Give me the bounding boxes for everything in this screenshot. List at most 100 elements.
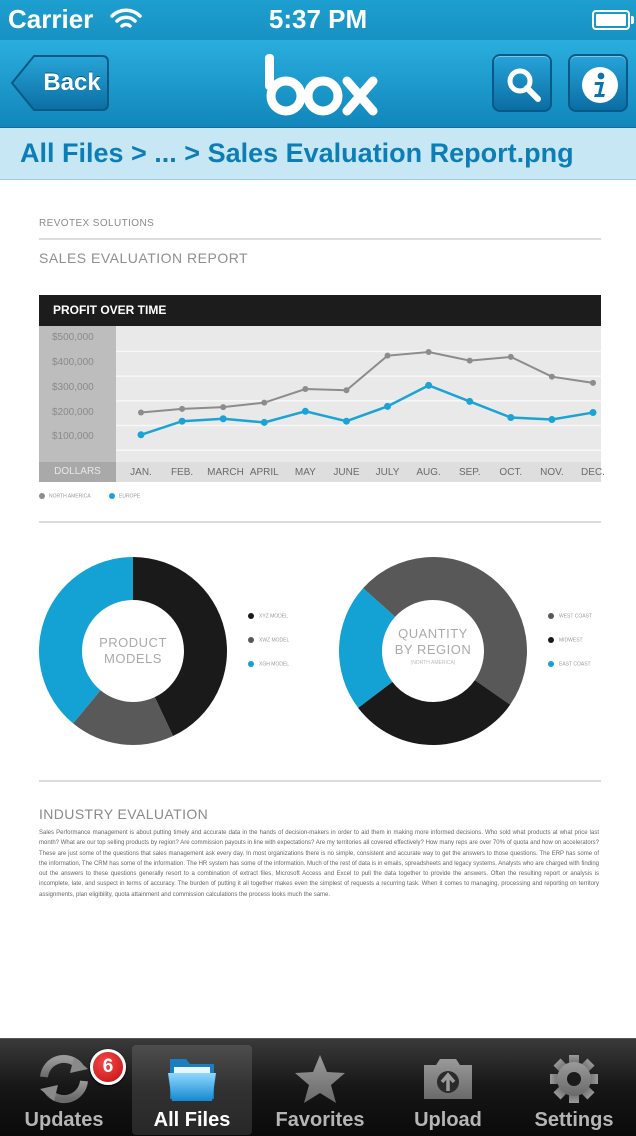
tab-upload[interactable]: Upload (388, 1045, 508, 1135)
donut2-sublabel: (NORTH AMERICA) (410, 660, 456, 666)
divider (39, 521, 601, 523)
donut-slice-1 (358, 680, 511, 745)
data-point (343, 387, 350, 394)
gear-icon (550, 1055, 598, 1103)
legend-swatch (548, 661, 554, 667)
clock: 5:37 PM (268, 4, 368, 34)
product-models-donut (39, 557, 227, 745)
legend-label: NORTH AMERICA (49, 493, 91, 500)
data-point (507, 413, 515, 421)
chart-title: PROFIT OVER TIME (53, 303, 167, 317)
legend-item: NORTH AMERICA (39, 493, 91, 499)
tab-favorites[interactable]: Favorites (260, 1045, 380, 1135)
data-point (507, 353, 514, 360)
x-tick-label: APRIL (249, 467, 279, 478)
data-point (261, 399, 268, 406)
data-point (178, 417, 186, 425)
camera-upload-icon (424, 1059, 472, 1099)
data-point (301, 407, 309, 415)
wifi-icon (110, 6, 142, 37)
legend-label: XYZ MODEL (259, 613, 288, 620)
industry-title: INDUSTRY EVALUATION (39, 806, 209, 822)
tab-all-files-label: All Files (153, 1109, 231, 1131)
data-point (589, 409, 597, 417)
data-point (466, 397, 474, 405)
donut1-label-line1: PRODUCT (99, 635, 167, 650)
x-tick-label: SEP. (458, 467, 481, 478)
x-tick-label: FEB. (170, 467, 194, 478)
data-point (219, 415, 227, 423)
breadcrumb-path[interactable]: All Files > ... > Sales Evaluation Repor… (20, 138, 574, 168)
data-point (548, 373, 555, 380)
quantity-by-region-donut (339, 557, 527, 745)
donut1-label-line2: MODELS (104, 651, 162, 666)
donut-legend-item: XWZ MODEL (248, 637, 289, 643)
x-tick-label: NOV. (540, 467, 564, 478)
donut-legend-item: EAST COAST (548, 661, 591, 667)
x-tick-label: AUG. (416, 467, 441, 478)
donut-legend-item: XYZ MODEL (248, 613, 288, 619)
tab-settings[interactable]: Settings (514, 1045, 634, 1135)
y-tick-label: $100,000 (52, 431, 94, 443)
donut2-label-line1: QUANTITY (398, 626, 468, 641)
data-point (425, 348, 432, 355)
x-tick-label: DEC. (581, 467, 605, 478)
y-tick-label: $300,000 (52, 381, 94, 393)
donut-slice-0 (363, 557, 527, 705)
data-point (302, 386, 309, 393)
donut1-label: PRODUCT MODELS (58, 635, 208, 667)
document-preview[interactable]: REVOTEX SOLUTIONS SALES EVALUATION REPOR… (0, 180, 636, 1038)
y-tick-label: $500,000 (52, 332, 94, 344)
star-icon (295, 1055, 345, 1103)
profit-line-chart: DOLLARS $500,000 $400,000 $300,000 $200,000… (39, 326, 605, 482)
series-line-1 (140, 383, 594, 436)
sync-icon (40, 1054, 88, 1104)
donut2-label-line2: BY REGION (394, 642, 472, 657)
legend-item: EUROPE (109, 493, 140, 499)
data-point (466, 357, 473, 364)
company-name: REVOTEX SOLUTIONS (39, 218, 155, 229)
x-tick-label: MAY (294, 467, 316, 478)
series-line-0 (140, 350, 594, 414)
status-bar: Carrier 5:37 PM (0, 0, 636, 40)
info-icon (582, 67, 618, 103)
donut-slice-1 (73, 690, 174, 745)
report-title: SALES EVALUATION REPORT (39, 250, 249, 266)
x-tick-label: JULY (375, 467, 400, 478)
box-logo-graphic (265, 54, 378, 116)
y-tick-label: $400,000 (52, 357, 94, 369)
legend-label: EAST COAST (559, 661, 591, 668)
x-tick-label: MARCH (207, 467, 244, 478)
data-point (342, 417, 350, 425)
legend-label: EUROPE (119, 493, 141, 500)
y-axis-unit: DOLLARS (39, 462, 116, 482)
carrier-label: Carrier (8, 4, 94, 34)
x-tick-label: JUNE (333, 467, 360, 478)
search-icon (507, 68, 541, 102)
divider (39, 238, 601, 240)
legend-swatch (248, 661, 254, 667)
info-button[interactable] (568, 54, 628, 112)
legend-swatch (39, 493, 45, 499)
donut-legend-item: XGH MODEL (248, 661, 289, 667)
tab-updates[interactable]: Updates 6 (4, 1045, 126, 1135)
x-tick-label: OCT. (499, 467, 523, 478)
data-point (137, 431, 145, 439)
donut-legend-item: MIDWEST (548, 637, 583, 643)
legend-swatch (548, 637, 554, 643)
data-point (260, 418, 268, 426)
search-button[interactable] (492, 54, 552, 112)
y-tick-label: $200,000 (52, 406, 94, 418)
data-point (590, 379, 596, 386)
donut2-label: QUANTITY BY REGION (358, 626, 508, 658)
x-axis-strip (116, 462, 601, 482)
x-tick-label: JAN. (130, 467, 152, 478)
divider (39, 780, 601, 782)
data-point (548, 415, 556, 423)
legend-swatch (248, 613, 254, 619)
legend-swatch (248, 637, 254, 643)
data-point (179, 405, 186, 412)
tab-all-files[interactable]: All Files (132, 1045, 252, 1135)
legend-label: MIDWEST (559, 637, 583, 644)
back-button[interactable]: Back (10, 54, 110, 112)
